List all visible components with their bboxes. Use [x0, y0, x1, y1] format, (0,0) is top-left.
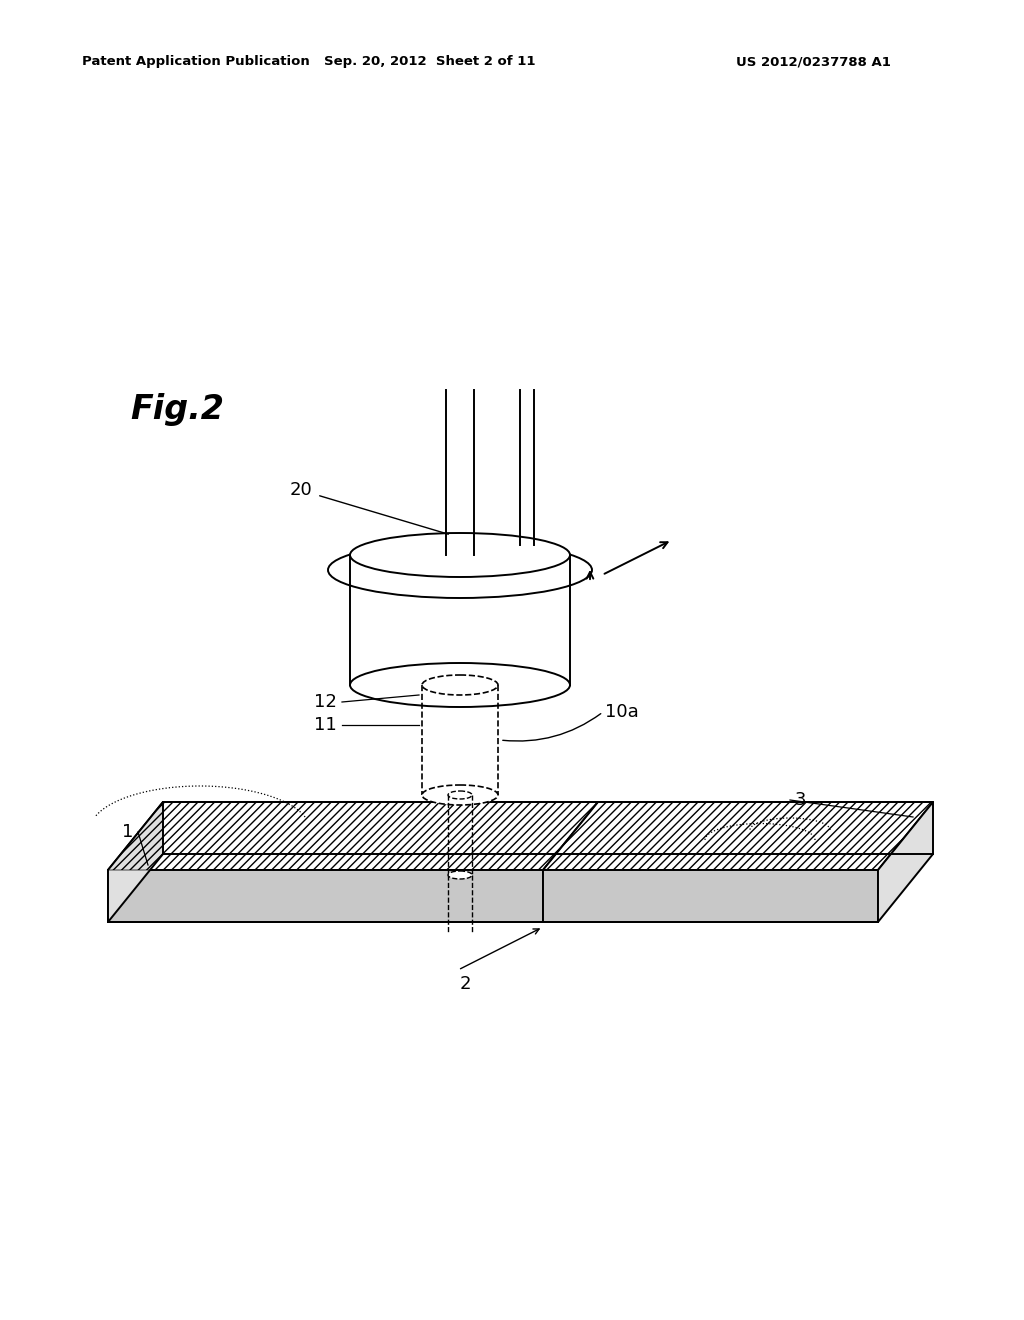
Polygon shape — [878, 803, 933, 921]
Polygon shape — [108, 803, 163, 921]
Ellipse shape — [422, 675, 498, 696]
Ellipse shape — [350, 533, 570, 577]
Text: 1: 1 — [122, 822, 133, 841]
Ellipse shape — [422, 785, 498, 805]
Text: Patent Application Publication: Patent Application Publication — [82, 55, 309, 69]
Ellipse shape — [449, 871, 472, 879]
Text: Fig.2: Fig.2 — [130, 393, 224, 426]
Text: 12: 12 — [314, 693, 337, 711]
Text: 2: 2 — [460, 975, 471, 993]
Text: 11: 11 — [314, 715, 337, 734]
Polygon shape — [108, 870, 543, 921]
Text: 10a: 10a — [605, 704, 639, 721]
Polygon shape — [543, 870, 878, 921]
Ellipse shape — [449, 791, 472, 799]
Ellipse shape — [350, 663, 570, 708]
Text: Sep. 20, 2012  Sheet 2 of 11: Sep. 20, 2012 Sheet 2 of 11 — [325, 55, 536, 69]
Text: US 2012/0237788 A1: US 2012/0237788 A1 — [736, 55, 891, 69]
Polygon shape — [108, 803, 598, 870]
Text: 20: 20 — [289, 480, 312, 499]
Text: 3: 3 — [795, 791, 807, 809]
Polygon shape — [543, 803, 933, 870]
